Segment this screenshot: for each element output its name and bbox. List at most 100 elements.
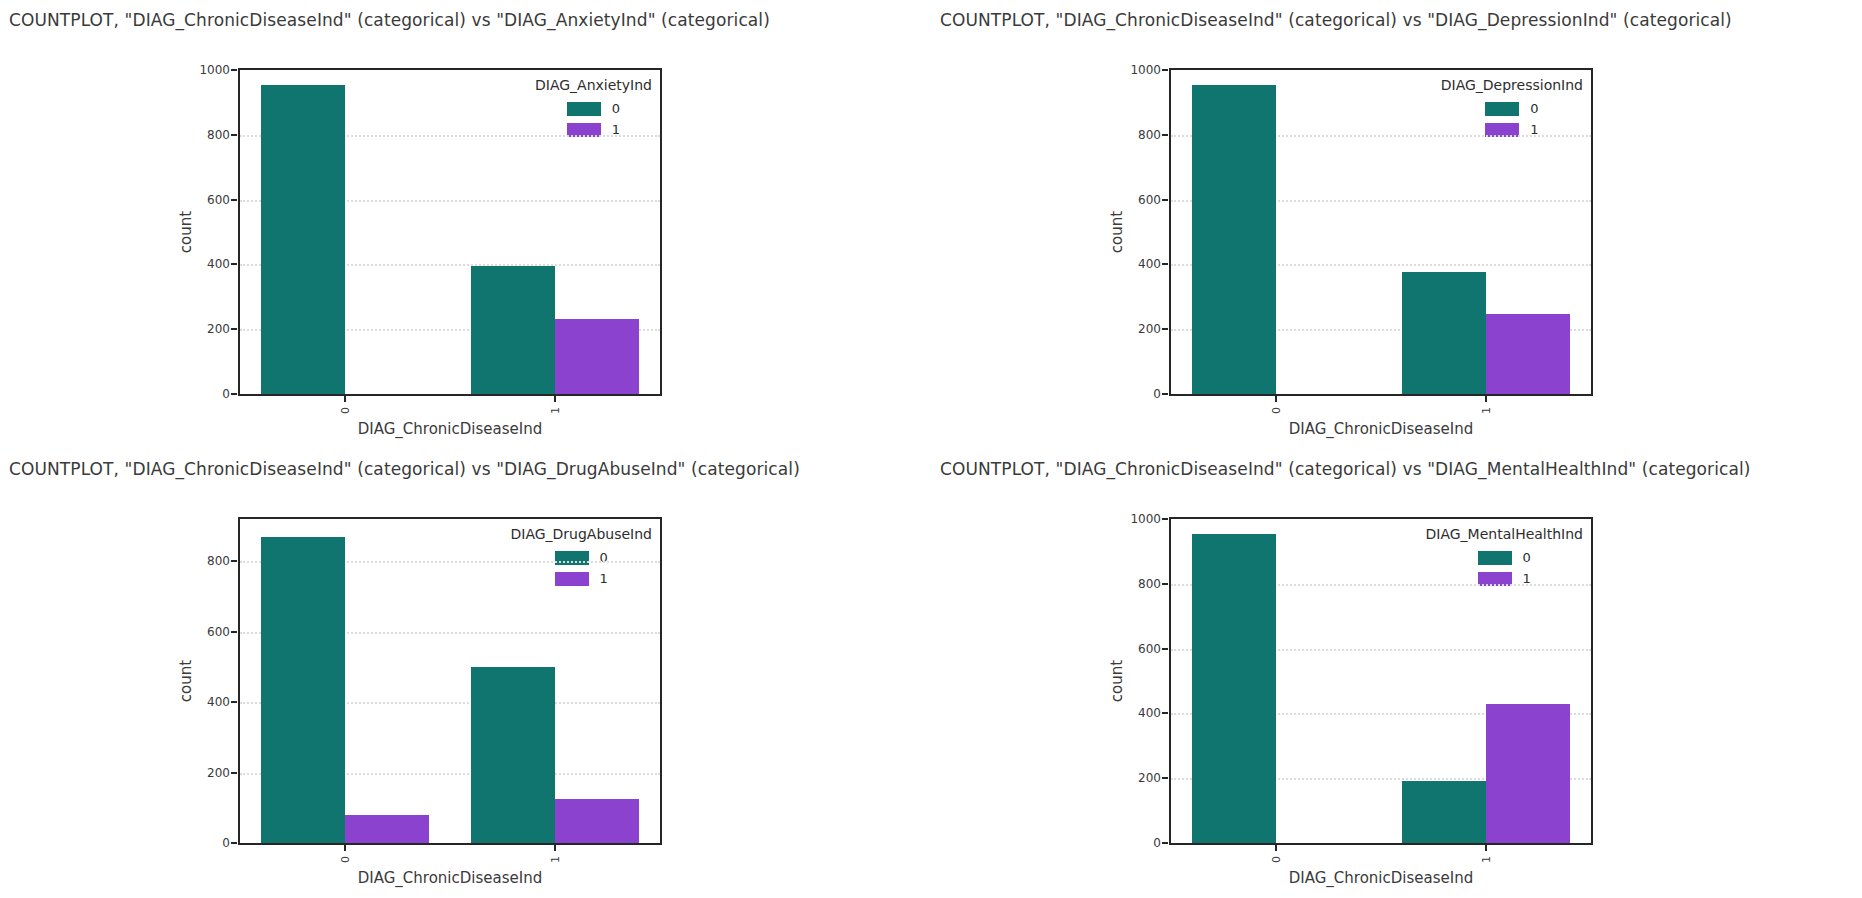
y-tick-label: 200 (186, 322, 230, 336)
x-tick-mark (554, 845, 556, 851)
legend-title: DIAG_MentalHealthInd (1426, 526, 1583, 542)
y-tick-mark (1162, 842, 1168, 844)
legend: DIAG_MentalHealthInd 01 (1426, 526, 1583, 589)
y-tick-label: 200 (186, 766, 230, 780)
legend-swatch (567, 102, 601, 116)
bar-DIAG_DrugAbuseInd-0-x1 (471, 667, 555, 843)
chart-panel-drugabuse: COUNTPLOT, "DIAG_ChronicDiseaseInd" (cat… (0, 449, 931, 898)
x-tick-label: 1 (549, 852, 562, 868)
legend-label: 0 (612, 101, 620, 116)
legend-entry: 1 (555, 571, 608, 586)
bar-DIAG_MentalHealthInd-1-x1 (1486, 704, 1570, 843)
legend: DIAG_AnxietyInd 01 (535, 77, 652, 140)
bar-DIAG_DepressionInd-1-x1 (1486, 314, 1570, 394)
chart-panel-depression: COUNTPLOT, "DIAG_ChronicDiseaseInd" (cat… (931, 0, 1862, 449)
x-tick-mark (1485, 396, 1487, 402)
y-tick-label: 400 (1117, 257, 1161, 271)
y-tick-label: 800 (186, 128, 230, 142)
legend-entry: 0 (567, 101, 620, 116)
y-tick-label: 800 (1117, 128, 1161, 142)
y-tick-mark (1162, 263, 1168, 265)
y-tick-label: 200 (1117, 771, 1161, 785)
countplot-grid: COUNTPLOT, "DIAG_ChronicDiseaseInd" (cat… (0, 0, 1862, 898)
y-tick-label: 1000 (1117, 512, 1161, 526)
y-tick-label: 0 (186, 836, 230, 850)
y-tick-label: 1000 (1117, 63, 1161, 77)
x-tick-mark (1275, 396, 1277, 402)
y-tick-mark (231, 263, 237, 265)
y-tick-label: 400 (186, 695, 230, 709)
y-axis-label: count (177, 211, 195, 253)
x-tick-mark (1485, 845, 1487, 851)
y-tick-label: 0 (1117, 836, 1161, 850)
y-tick-mark (1162, 134, 1168, 136)
y-tick-label: 1000 (186, 63, 230, 77)
legend: DIAG_DrugAbuseInd 01 (510, 526, 652, 589)
y-tick-mark (231, 393, 237, 395)
chart-panel-mentalhealth: COUNTPLOT, "DIAG_ChronicDiseaseInd" (cat… (931, 449, 1862, 898)
legend-label: 1 (600, 571, 608, 586)
y-tick-label: 600 (186, 625, 230, 639)
legend-label: 0 (1530, 101, 1538, 116)
legend-swatch (1478, 551, 1512, 565)
y-axis-label: count (1108, 660, 1126, 702)
chart-title: COUNTPLOT, "DIAG_ChronicDiseaseInd" (cat… (940, 459, 1751, 479)
legend-entry: 0 (1485, 101, 1538, 116)
y-tick-label: 0 (1117, 387, 1161, 401)
y-tick-label: 600 (1117, 642, 1161, 656)
x-tick-label: 0 (339, 852, 352, 868)
y-tick-mark (231, 328, 237, 330)
y-tick-mark (231, 199, 237, 201)
y-tick-mark (231, 134, 237, 136)
y-tick-mark (1162, 648, 1168, 650)
x-axis-label: DIAG_ChronicDiseaseInd (1169, 869, 1593, 887)
bar-DIAG_AnxietyInd-1-x1 (555, 319, 639, 394)
bar-DIAG_AnxietyInd-0-x0 (261, 85, 345, 394)
bar-DIAG_MentalHealthInd-0-x1 (1402, 781, 1486, 843)
chart-panel-anxiety: COUNTPLOT, "DIAG_ChronicDiseaseInd" (cat… (0, 0, 931, 449)
bar-DIAG_AnxietyInd-0-x1 (471, 266, 555, 394)
y-tick-label: 400 (1117, 706, 1161, 720)
x-tick-mark (554, 396, 556, 402)
y-tick-mark (231, 631, 237, 633)
y-tick-label: 0 (186, 387, 230, 401)
y-tick-label: 800 (186, 554, 230, 568)
legend-title: DIAG_AnxietyInd (535, 77, 652, 93)
y-tick-label: 600 (1117, 193, 1161, 207)
bar-DIAG_MentalHealthInd-0-x0 (1192, 534, 1276, 843)
x-axis-label: DIAG_ChronicDiseaseInd (238, 420, 662, 438)
y-tick-label: 400 (186, 257, 230, 271)
plot-area: DIAG_DrugAbuseInd 01 (238, 517, 662, 845)
x-tick-label: 1 (1480, 852, 1493, 868)
bar-DIAG_DepressionInd-0-x0 (1192, 85, 1276, 394)
y-tick-mark (1162, 583, 1168, 585)
y-tick-mark (1162, 712, 1168, 714)
x-tick-label: 1 (1480, 403, 1493, 419)
x-tick-mark (1275, 845, 1277, 851)
legend-label: 0 (1523, 550, 1531, 565)
plot-area: DIAG_DepressionInd 01 (1169, 68, 1593, 396)
y-tick-label: 200 (1117, 322, 1161, 336)
y-tick-mark (231, 701, 237, 703)
chart-title: COUNTPLOT, "DIAG_ChronicDiseaseInd" (cat… (9, 10, 770, 30)
x-axis-label: DIAG_ChronicDiseaseInd (238, 869, 662, 887)
y-tick-mark (231, 560, 237, 562)
chart-title: COUNTPLOT, "DIAG_ChronicDiseaseInd" (cat… (940, 10, 1732, 30)
y-tick-mark (231, 842, 237, 844)
y-axis-label: count (1108, 211, 1126, 253)
y-tick-label: 800 (1117, 577, 1161, 591)
x-tick-label: 0 (1270, 852, 1283, 868)
y-tick-label: 600 (186, 193, 230, 207)
legend-swatch (555, 572, 589, 586)
y-tick-mark (1162, 328, 1168, 330)
x-tick-label: 0 (1270, 403, 1283, 419)
legend: DIAG_DepressionInd 01 (1441, 77, 1583, 140)
plot-area: DIAG_MentalHealthInd 01 (1169, 517, 1593, 845)
y-tick-mark (1162, 777, 1168, 779)
bar-DIAG_DrugAbuseInd-0-x0 (261, 537, 345, 843)
x-tick-mark (344, 845, 346, 851)
chart-title: COUNTPLOT, "DIAG_ChronicDiseaseInd" (cat… (9, 459, 800, 479)
x-tick-mark (344, 396, 346, 402)
x-axis-label: DIAG_ChronicDiseaseInd (1169, 420, 1593, 438)
x-tick-label: 0 (339, 403, 352, 419)
